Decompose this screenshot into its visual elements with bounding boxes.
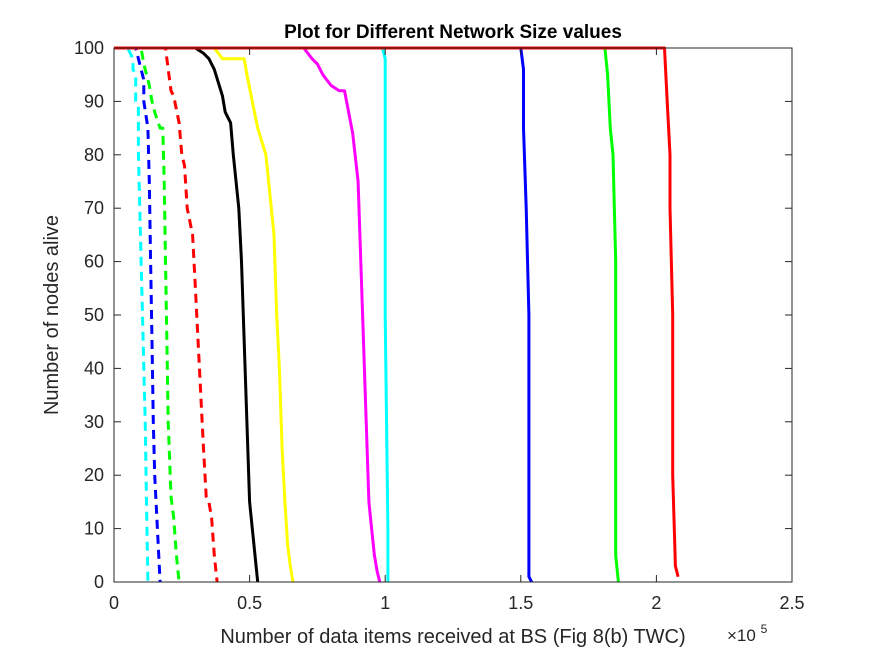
y-tick-label: 100 [74,38,104,58]
y-tick-label: 80 [84,145,104,165]
series-line-4 [114,46,219,583]
y-tick-label: 70 [84,198,104,218]
series-line-3 [114,46,181,583]
x-tick-label: 1.5 [508,593,533,613]
x-axis-exponent-base: ×10 [727,626,756,645]
y-tick-label: 60 [84,252,104,272]
series-line-1 [114,46,150,583]
x-axis-label: Number of data items received at BS (Fig… [220,626,685,648]
y-axis-label: Number of nodes alive [41,215,63,415]
series-line-10 [114,46,620,583]
x-tick-label: 2.5 [779,593,804,613]
series-line-11 [114,46,680,578]
y-tick-label: 30 [84,412,104,432]
tick-layer: 0 0.5 1 1.5 2 2.5 0 10 20 30 40 50 60 70 80 90 100 [74,38,805,613]
chart-title: Plot for Different Network Size values [284,22,622,43]
x-tick-label: 2 [651,593,661,613]
y-tick-label: 50 [84,305,104,325]
series-line-5 [114,46,260,583]
series-line-7 [114,46,382,583]
y-tick-label: 10 [84,519,104,539]
y-tick-label: 20 [84,465,104,485]
series-layer [114,46,680,583]
y-tick-label: 90 [84,91,104,111]
x-axis-exponent-power: 5 [761,622,768,636]
series-line-2 [114,46,162,583]
x-tick-label: 1 [380,593,390,613]
x-axis-exponent-label: ×10 5 [727,622,768,645]
series-line-6 [114,46,295,583]
x-tick-label: 0.5 [237,593,262,613]
y-tick-label: 40 [84,358,104,378]
y-tick-label: 0 [94,572,104,592]
x-tick-label: 0 [109,593,119,613]
